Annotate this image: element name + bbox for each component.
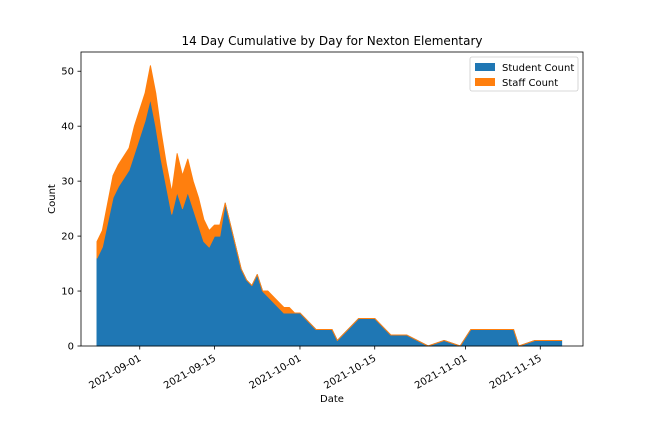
y-tick-label: 0 — [68, 342, 74, 353]
y-tick-label: 10 — [61, 287, 74, 298]
legend-swatch — [475, 63, 495, 71]
y-tick-label: 50 — [61, 67, 74, 78]
legend-label: Student Count — [502, 63, 574, 74]
area-staff-count — [96, 65, 563, 347]
legend-label: Staff Count — [502, 78, 558, 89]
y-axis-label: Count — [47, 184, 58, 214]
chart-title: 14 Day Cumulative by Day for Nexton Elem… — [181, 34, 482, 48]
legend-swatch — [475, 78, 495, 86]
y-tick-label: 20 — [61, 232, 74, 243]
x-axis-label: Date — [320, 394, 344, 405]
legend: Student Count Staff Count — [469, 56, 579, 92]
y-axis-ticks: 0 10 20 30 40 50 — [61, 67, 81, 353]
plot-frame — [80, 51, 584, 347]
legend-box — [469, 56, 579, 92]
y-tick-label: 30 — [61, 177, 74, 188]
y-tick-label: 40 — [61, 122, 74, 133]
